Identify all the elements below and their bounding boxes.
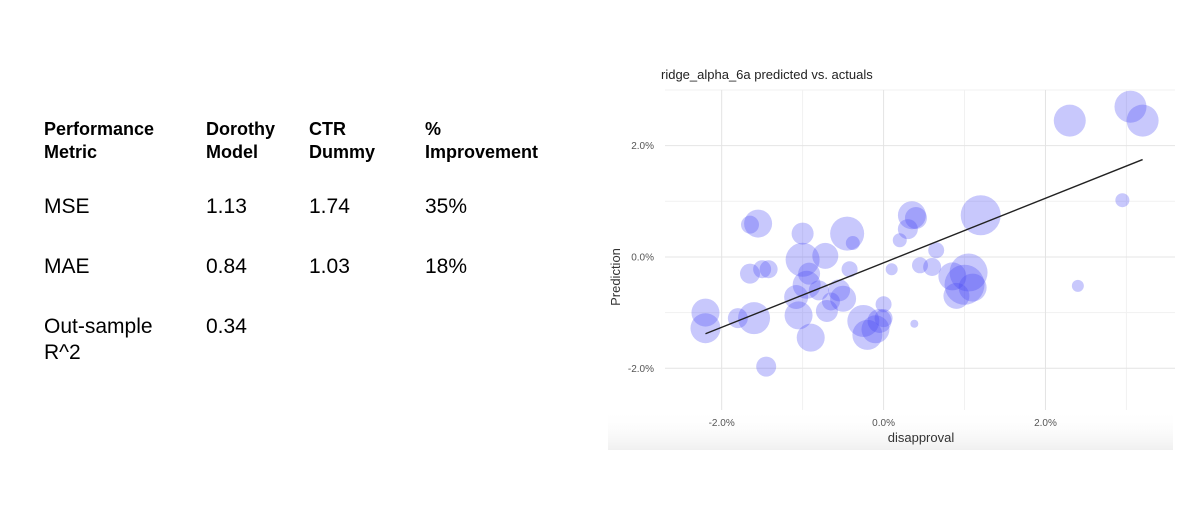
data-point xyxy=(861,315,890,344)
chart-title: ridge_alpha_6a predicted vs. actuals xyxy=(661,67,873,82)
trend-line-group xyxy=(705,158,1143,335)
grid-lines xyxy=(665,89,1175,410)
x-axis-title: disapproval xyxy=(888,430,955,445)
data-point xyxy=(756,356,777,377)
data-point xyxy=(808,280,829,301)
data-point xyxy=(867,308,892,333)
dorothy-value: 0.84 xyxy=(206,255,247,278)
header-dorothy-model: Dorothy Model xyxy=(206,119,275,162)
improvement-value xyxy=(425,314,585,400)
metric-name: MSE xyxy=(44,195,90,218)
data-point xyxy=(741,215,759,234)
y-tick-label: -2.0% xyxy=(628,364,654,375)
improvement-value: 35% xyxy=(425,195,468,218)
x-tick-label: 0.0% xyxy=(872,418,895,429)
ctr-value: 1.03 xyxy=(309,255,350,278)
data-point xyxy=(792,270,821,299)
trend-line xyxy=(705,158,1143,335)
data-point xyxy=(791,222,814,245)
data-point xyxy=(875,296,892,313)
dorothy-value: 1.13 xyxy=(206,195,247,218)
data-point xyxy=(798,262,821,285)
ctr-value: 1.74 xyxy=(309,195,350,218)
data-point xyxy=(830,216,865,251)
data-point xyxy=(938,262,967,291)
plot-bottom-shade xyxy=(608,410,1173,450)
data-point xyxy=(830,285,857,312)
data-point xyxy=(897,201,926,230)
dorothy-value: 0.34 xyxy=(206,315,247,338)
header-improvement: % Improvement xyxy=(425,119,539,162)
data-point xyxy=(852,319,883,350)
data-point xyxy=(784,301,813,330)
metric-name: MAE xyxy=(44,255,90,278)
data-point xyxy=(960,195,1001,236)
data-point xyxy=(943,282,970,309)
data-point xyxy=(874,309,893,328)
y-tick-label: 2.0% xyxy=(631,141,654,152)
data-point xyxy=(815,299,838,322)
data-point xyxy=(690,313,721,344)
y-axis-title: Prediction xyxy=(608,248,623,306)
data-point xyxy=(910,319,919,328)
data-point xyxy=(912,257,928,274)
data-point xyxy=(1114,90,1147,123)
data-point xyxy=(821,292,840,311)
header-ctr-dummy: CTR Dummy xyxy=(309,119,376,162)
data-point xyxy=(949,253,988,292)
data-point xyxy=(738,302,771,335)
table-row: MAE 0.84 1.03 18% xyxy=(44,254,585,314)
metric-name: Out-sample R^2 xyxy=(44,315,153,364)
data-point xyxy=(812,242,839,269)
data-point xyxy=(753,260,772,279)
data-point xyxy=(796,323,825,352)
data-point xyxy=(759,260,778,279)
data-point xyxy=(1053,104,1086,137)
improvement-value: 18% xyxy=(425,255,468,278)
performance-metrics-table: Performance Metric Dorothy Model CTR Dum… xyxy=(44,118,585,400)
y-tick-label: 0.0% xyxy=(631,252,654,263)
data-point xyxy=(841,261,858,278)
x-tick-label: 2.0% xyxy=(1034,418,1057,429)
data-point xyxy=(892,233,907,248)
data-point xyxy=(928,242,945,259)
data-point xyxy=(845,236,860,251)
data-point xyxy=(904,207,927,229)
data-point xyxy=(744,209,773,238)
ctr-value xyxy=(309,314,425,400)
data-point xyxy=(785,242,820,277)
data-point xyxy=(740,263,760,284)
data-point xyxy=(691,298,720,327)
data-point xyxy=(923,257,942,276)
table-header-row: Performance Metric Dorothy Model CTR Dum… xyxy=(44,118,585,194)
x-tick-label: -2.0% xyxy=(709,418,735,429)
header-performance-metric: Performance Metric xyxy=(44,119,155,162)
data-point xyxy=(1071,279,1084,292)
data-point xyxy=(1126,104,1159,137)
data-point xyxy=(944,264,985,305)
data-point xyxy=(847,304,880,337)
table-row: MSE 1.13 1.74 35% xyxy=(44,194,585,254)
scatter-chart: ridge_alpha_6a predicted vs. actuals -2.… xyxy=(608,67,1175,450)
tick-labels: -2.0% 0.0% 2.0% -2.0% 0.0% 2.0% xyxy=(628,141,1057,429)
data-points xyxy=(690,90,1159,377)
data-point xyxy=(885,263,898,276)
data-point xyxy=(828,279,851,302)
data-point xyxy=(1115,193,1130,208)
data-point xyxy=(897,219,918,240)
data-point xyxy=(958,273,987,302)
table-row: Out-sample R^2 0.34 xyxy=(44,314,585,400)
